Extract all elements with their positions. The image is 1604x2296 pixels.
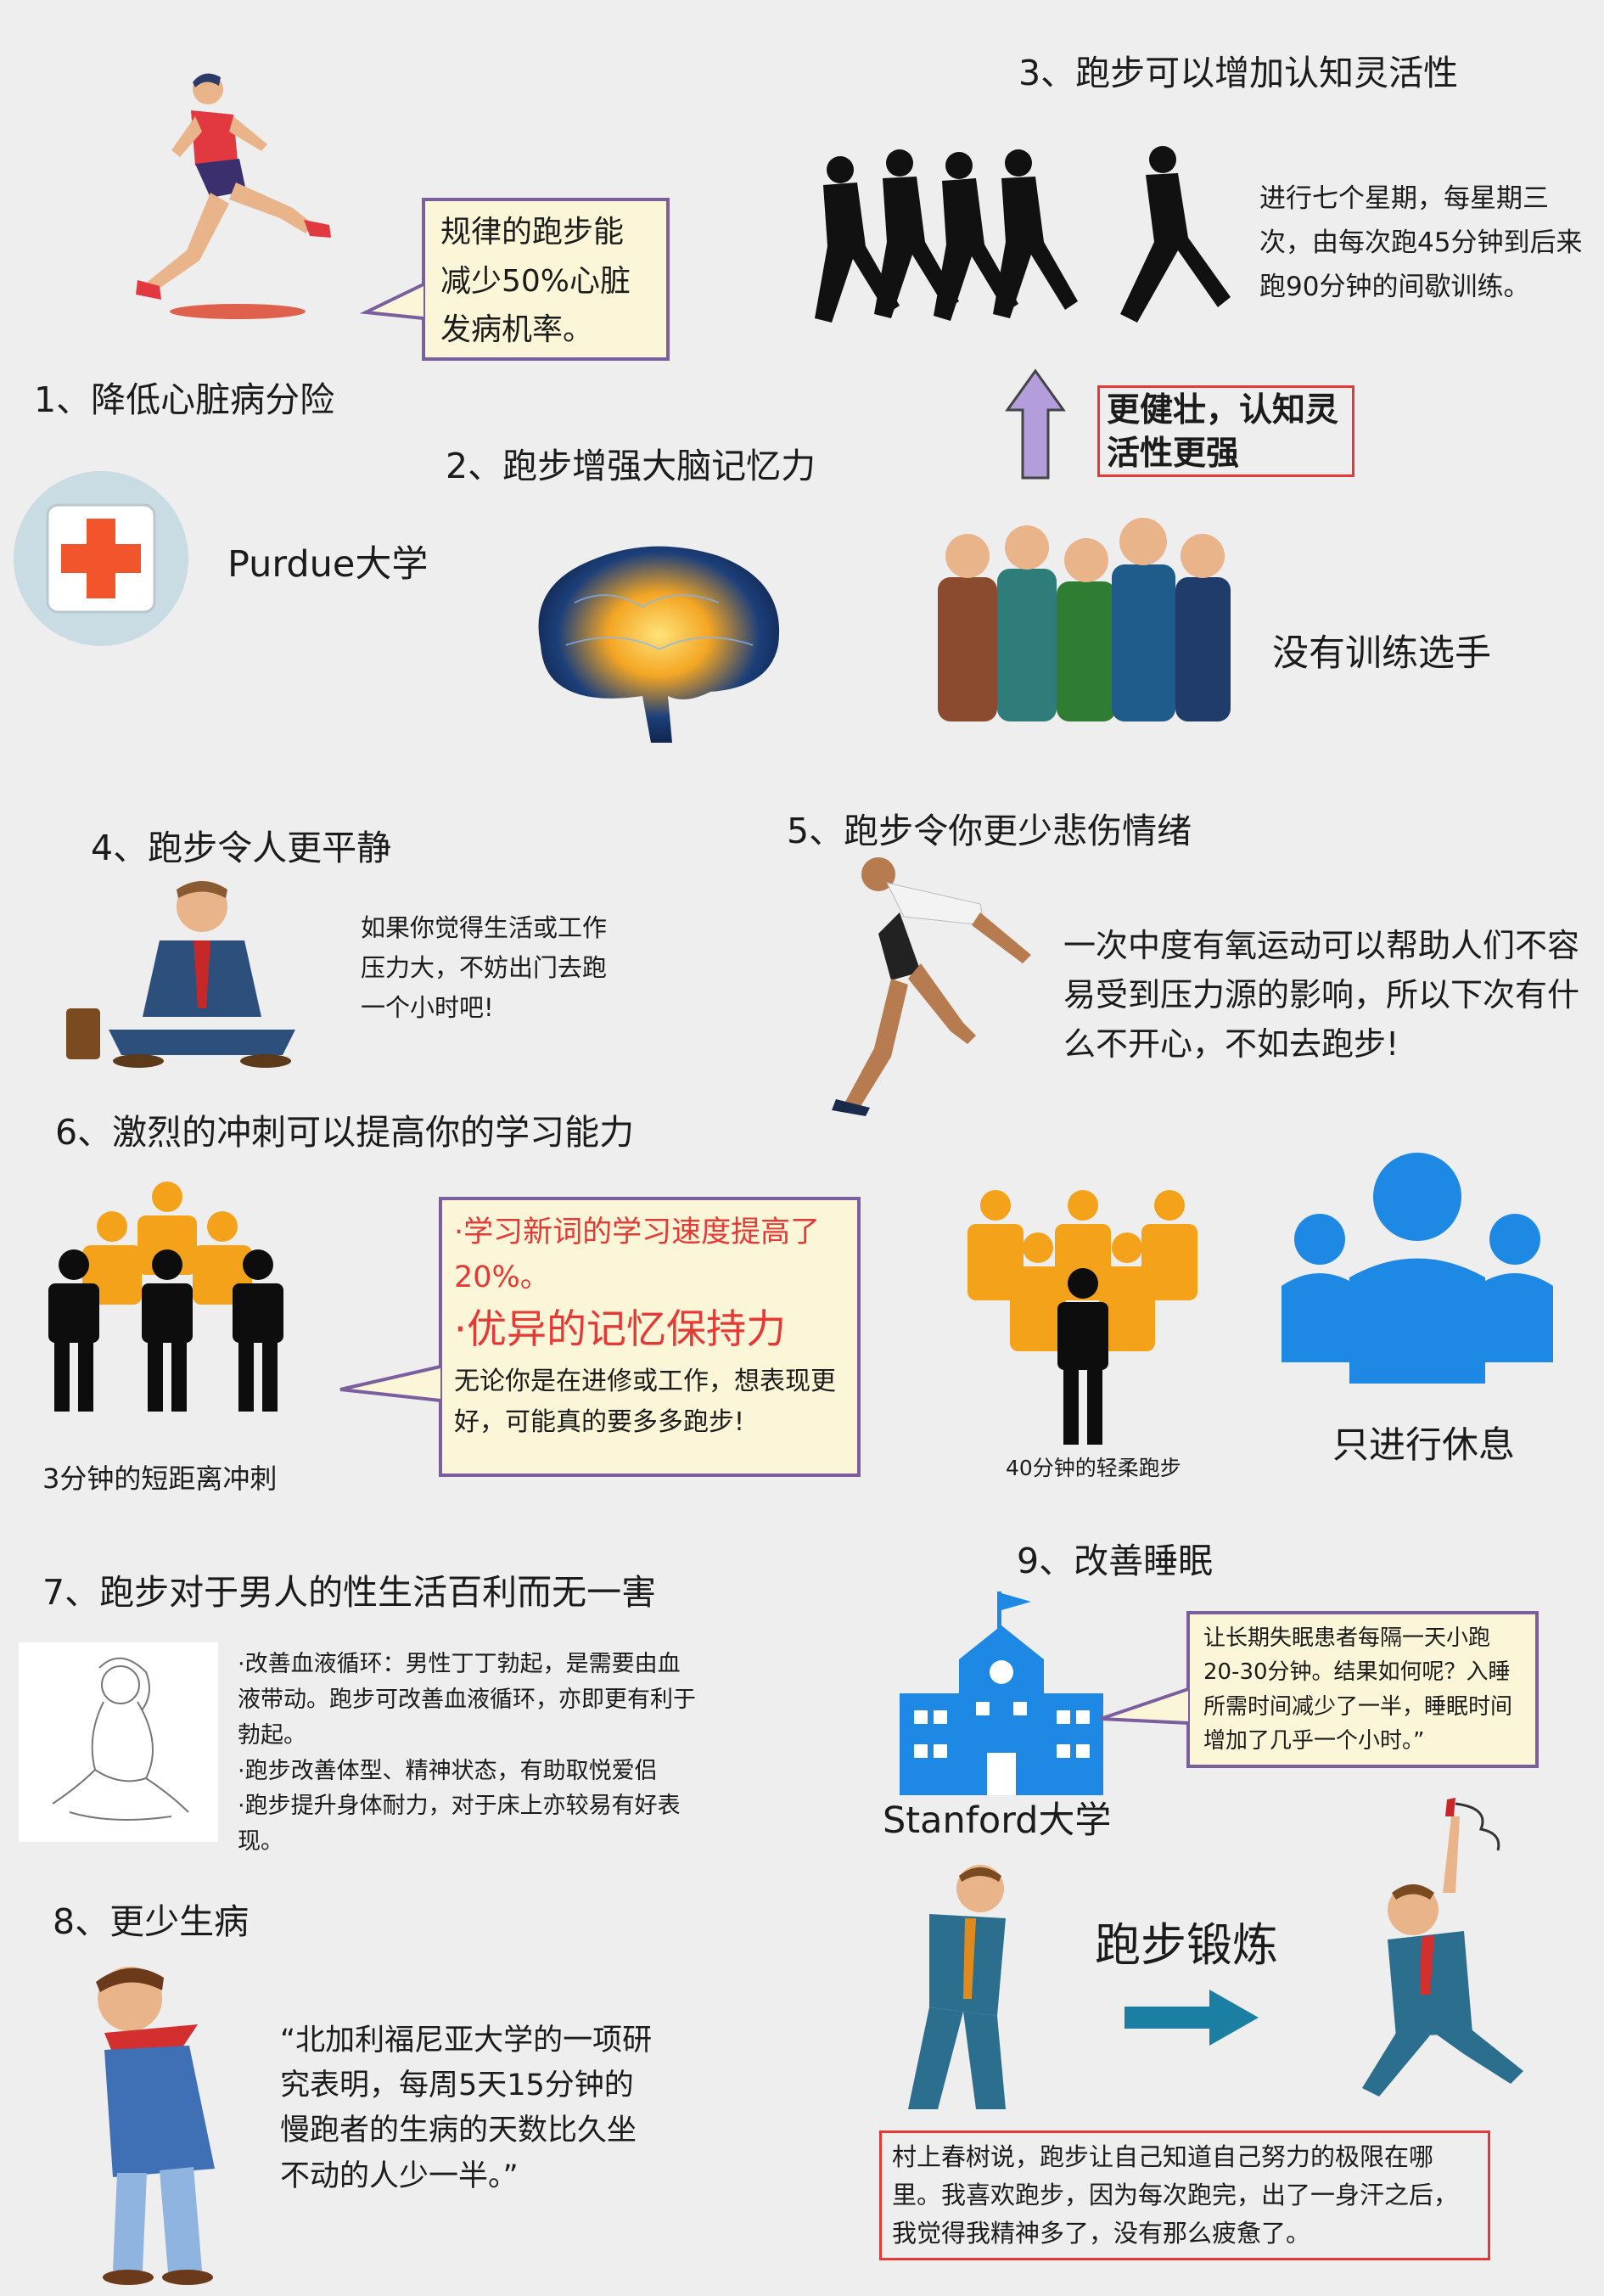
stanford-label: Stanford大学 [883, 1799, 1112, 1842]
up-arrow-icon [1005, 368, 1066, 480]
businessmen-group-illustration [938, 518, 1231, 721]
first-aid-icon [14, 471, 188, 646]
meditating-man-illustration [66, 881, 295, 1068]
exercise-arrow-label: 跑步锻炼 [1095, 1918, 1278, 1972]
tired-man-illustration [908, 1865, 1006, 2109]
energetic-man-illustration [1362, 1798, 1523, 2097]
learning-bubble-tail [339, 1365, 441, 1402]
brain-illustration [538, 546, 780, 743]
school-building-icon [900, 1591, 1103, 1795]
learning-body: 无论你是在进修或工作，想表现更好，可能真的要多多跑步! [454, 1367, 836, 1438]
rest-people-icon [1282, 1153, 1553, 1384]
rest-label: 只进行休息 [1332, 1424, 1515, 1467]
section8-quote: “北加利福尼亚大学的一项研究表明，每周5天15分钟的慢跑者的生病的天数比久坐不动… [280, 2024, 653, 2193]
murakami-quote-text: 村上春树说，跑步让自己知道自己努力的极限在哪里。我喜欢跑步，因为每次跑完，出了一… [892, 2142, 1459, 2248]
runner-illustration [136, 73, 331, 319]
sprint-label: 3分钟的短距离冲刺 [42, 1462, 278, 1495]
section4-description: 如果你觉得生活或工作压力大，不妨出门去跑一个小时吧! [361, 913, 608, 1022]
sprint-people-icon [48, 1182, 283, 1412]
sleep-bubble: 让长期失眠患者每隔一天小跑20-30分钟。结果如何呢？入睡所需时间减少了一半，睡… [1186, 1611, 1539, 1768]
jog-people-icon [967, 1190, 1197, 1445]
section3-title: 3、跑步可以增加认知灵活性 [1018, 53, 1459, 93]
section2-title: 2、跑步增强大脑记忆力 [446, 446, 816, 486]
section4-title: 4、跑步令人更平静 [91, 828, 392, 868]
runners-silhouette [815, 146, 1231, 323]
heart-bubble-text: 规律的跑步能减少50%心脏发病机率。 [440, 215, 631, 348]
right-arrow-icon [1124, 1990, 1259, 2046]
purdue-label: Purdue大学 [227, 543, 429, 586]
section6-title: 6、激烈的冲刺可以提高你的学习能力 [55, 1112, 635, 1153]
section5-title: 5、跑步令你更少悲伤情绪 [787, 811, 1192, 851]
learning-point-2: ·优异的记忆保持力 [454, 1306, 786, 1353]
couple-sketch-illustration [19, 1642, 218, 1842]
sleep-bubble-text: 让长期失眠患者每隔一天小跑20-30分钟。结果如何呢？入睡所需时间减少了一半，睡… [1203, 1625, 1513, 1754]
section3-highlight-box: 更健壮，认知灵活性更强 [1097, 385, 1354, 477]
section9-title: 9、改善睡眠 [1017, 1541, 1214, 1581]
murakami-quote-box: 村上春树说，跑步让自己知道自己努力的极限在哪里。我喜欢跑步，因为每次跑完，出了一… [879, 2130, 1490, 2260]
learning-point-1: ·学习新词的学习速度提高了20%。 [454, 1215, 821, 1294]
section7-title: 7、跑步对于男人的性生活百利而无一害 [42, 1572, 657, 1613]
lunging-runner-illustration [832, 857, 1031, 1116]
untrained-label: 没有训练选手 [1272, 632, 1491, 675]
section3-description: 进行七个星期，每星期三次，由每次跑45分钟到后来跑90分钟的间歇训练。 [1259, 183, 1583, 303]
section3-highlight-text: 更健壮，认知灵活性更强 [1107, 391, 1339, 473]
section1-title: 1、降低心脏病分险 [34, 379, 335, 420]
section5-description: 一次中度有氧运动可以帮助人们不容易受到压力源的影响，所以下次有什么不开心，不如去… [1063, 927, 1580, 1064]
heart-bubble-tail [359, 283, 424, 320]
heart-bubble: 规律的跑步能减少50%心脏发病机率。 [422, 198, 670, 361]
jog-label: 40分钟的轻柔跑步 [1006, 1456, 1181, 1480]
sleep-bubble-tail [1100, 1687, 1189, 1725]
learning-bubble: ·学习新词的学习速度提高了20%。 ·优异的记忆保持力 无论你是在进修或工作，想… [439, 1197, 861, 1477]
sick-man-illustration [96, 1967, 215, 2285]
section7-bullets: ·改善血液循环：男性丁丁勃起，是需要由血液带动。跑步可改善血液循环，亦即更有利于… [238, 1651, 696, 1855]
section8-title: 8、更少生病 [53, 1901, 250, 1942]
